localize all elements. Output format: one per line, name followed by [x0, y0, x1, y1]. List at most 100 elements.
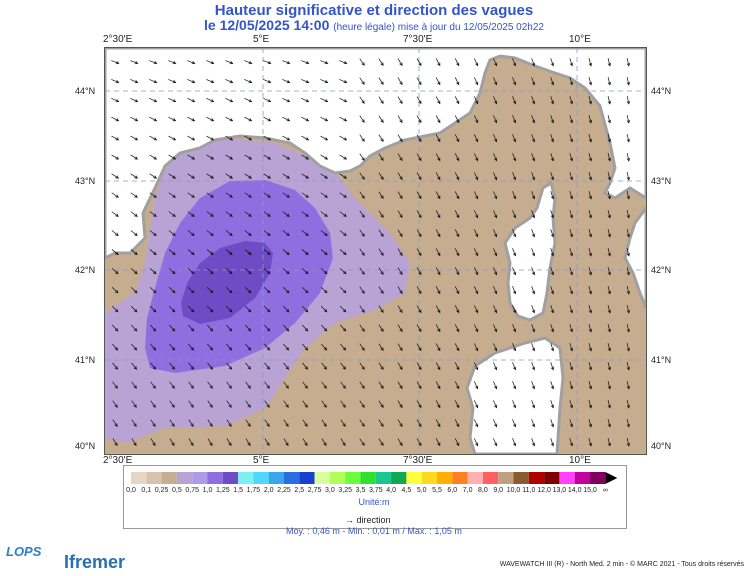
- legend-value: ∞: [602, 487, 608, 494]
- wave-arrow: [282, 97, 290, 103]
- wave-arrow-head: [588, 404, 593, 409]
- wave-arrow: [321, 419, 327, 427]
- wave-arrow: [569, 115, 573, 123]
- wave-arrow-head: [418, 119, 422, 124]
- wave-arrow-head: [210, 156, 215, 160]
- wave-arrow-head: [152, 366, 156, 370]
- wave-arrow: [512, 419, 516, 427]
- wave-arrow-head: [305, 137, 310, 141]
- wave-arrow: [226, 343, 232, 351]
- wave-arrow-head: [266, 347, 271, 351]
- wave-arrow: [264, 343, 270, 351]
- wave-arrow-head: [133, 347, 138, 351]
- wave-arrow: [397, 172, 403, 180]
- wave-arrow: [188, 362, 194, 370]
- wave-arrow-head: [152, 423, 156, 427]
- wave-arrow: [435, 172, 441, 180]
- wave-arrow-head: [607, 157, 611, 162]
- wave-arrow-head: [512, 328, 517, 333]
- wave-arrow: [150, 324, 156, 332]
- wave-arrow: [245, 324, 251, 332]
- wave-arrow: [111, 305, 119, 313]
- wave-arrow: [607, 286, 611, 294]
- wave-arrow: [378, 115, 384, 123]
- wave-arrow-head: [380, 328, 384, 333]
- wave-arrow-head: [437, 290, 441, 295]
- wave-arrow: [569, 248, 573, 256]
- wave-arrow: [150, 419, 156, 427]
- wave-arrow-head: [190, 289, 195, 294]
- wave-arrow: [531, 134, 535, 142]
- wave-arrow-head: [324, 232, 328, 236]
- wave-arrow: [206, 135, 214, 141]
- wave-arrow: [473, 58, 479, 66]
- wave-height-map[interactable]: [104, 47, 647, 455]
- wave-arrow: [359, 229, 365, 237]
- wave-arrow: [397, 343, 403, 351]
- wave-arrow: [588, 115, 592, 123]
- wave-arrow-head: [607, 195, 611, 200]
- wave-arrow-head: [228, 308, 233, 313]
- legend-swatch: [421, 472, 437, 484]
- wave-arrow: [531, 362, 535, 370]
- wave-arrow-head: [228, 404, 232, 408]
- wave-arrow-head: [607, 62, 611, 67]
- wave-arrow: [149, 154, 157, 160]
- wave-arrow-head: [305, 80, 310, 84]
- wave-arrow-head: [380, 195, 384, 200]
- wave-arrow: [264, 419, 270, 427]
- wave-arrow-head: [475, 423, 479, 428]
- wave-arrow: [588, 400, 592, 408]
- wave-arrow-head: [588, 328, 593, 333]
- wave-arrow: [339, 97, 347, 103]
- wave-arrow: [588, 153, 592, 161]
- wave-arrow: [339, 286, 347, 294]
- wave-arrow-head: [210, 232, 214, 236]
- wave-arrow-head: [512, 347, 517, 352]
- graticule: [105, 48, 646, 454]
- wave-arrow-head: [286, 232, 290, 236]
- wave-arrow: [454, 324, 460, 332]
- wave-arrow: [245, 400, 251, 408]
- wave-arrow: [130, 211, 138, 217]
- wave-arrow: [130, 268, 138, 274]
- wave-arrow: [112, 343, 118, 351]
- wave-arrow-head: [437, 195, 441, 200]
- wave-arrow: [169, 381, 175, 389]
- wave-arrow: [569, 438, 573, 446]
- wave-arrow-head: [228, 289, 233, 294]
- wave-arrow: [435, 248, 441, 256]
- wave-arrow-head: [607, 366, 611, 371]
- wave-arrow-head: [266, 327, 271, 332]
- wave-arrow: [569, 324, 573, 332]
- wave-arrow-head: [361, 366, 365, 370]
- lon-label-bottom-1: 2°30'E: [103, 455, 133, 466]
- wave-arrow-head: [531, 157, 536, 162]
- lops-logo: LOPS: [6, 544, 42, 559]
- wave-arrow: [454, 172, 460, 180]
- wave-arrow: [416, 210, 422, 218]
- wave-arrow: [111, 230, 119, 236]
- wave-arrow: [263, 79, 271, 83]
- lon-label-top-1: 2°30'E: [103, 34, 133, 45]
- wave-arrow-head: [343, 80, 348, 84]
- wave-arrow: [569, 381, 573, 389]
- wave-arrow: [340, 400, 346, 408]
- wave-arrow: [569, 419, 573, 427]
- wave-arrow: [301, 211, 309, 217]
- wave-arrow: [607, 343, 611, 351]
- legend-value: 5,0: [416, 487, 427, 494]
- wave-arrow: [531, 96, 535, 104]
- wave-arrow-head: [626, 309, 630, 314]
- wave-arrow: [550, 400, 554, 408]
- wave-arrow: [244, 192, 252, 198]
- wave-arrow-head: [626, 138, 630, 143]
- wave-arrow-head: [456, 252, 460, 257]
- wave-arrow: [321, 343, 327, 351]
- wave-arrow: [244, 173, 252, 179]
- wave-arrow: [359, 362, 365, 370]
- wave-arrow-head: [399, 100, 403, 105]
- wave-arrow-head: [153, 156, 158, 160]
- wave-arrow: [378, 267, 384, 275]
- legend-colorbar: [131, 472, 618, 484]
